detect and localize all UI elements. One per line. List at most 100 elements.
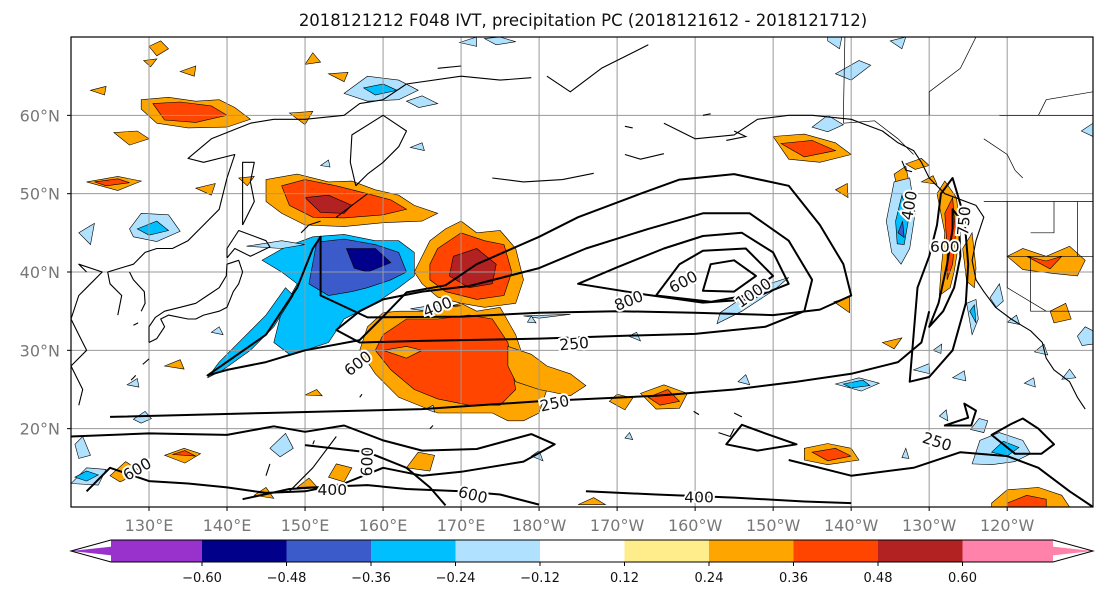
ivt-contour [990, 417, 1055, 455]
colorbar-tick-label: −0.36 [351, 571, 391, 586]
colorbar: −0.60 −0.48 −0.36 −0.24 −0.12 0.12 0.24 0.36 0.4… [69, 539, 1095, 586]
precip-region [126, 378, 140, 388]
island-coastline [133, 322, 139, 326]
contour-label: 250 [920, 429, 954, 455]
map-title: 2018121212 F048 IVT, precipitation PC (2… [299, 11, 867, 30]
political-border [1006, 256, 1047, 312]
precip-region [405, 95, 439, 108]
island-coastline [359, 393, 363, 398]
island-coastline [312, 440, 315, 445]
precip-region [288, 111, 314, 126]
lon-tick-label: 130°W [902, 516, 957, 535]
precip-region [210, 326, 224, 336]
ivt-contour [788, 451, 1093, 507]
precip-region [163, 447, 202, 464]
island-coastline [300, 220, 321, 234]
colorbar-swatch [540, 540, 625, 562]
ivt-contour [943, 402, 977, 427]
political-border [983, 138, 1024, 179]
island-coastline [265, 463, 271, 476]
lat-tick-label: 30°N [20, 341, 60, 360]
coastline [71, 263, 103, 406]
ivt-contour [242, 484, 540, 506]
contour-label: 250 [559, 334, 590, 355]
ivt-contour [206, 173, 853, 377]
precip-region [951, 370, 967, 382]
colorbar-swatch [709, 540, 794, 562]
precip-region [889, 37, 907, 50]
precip-region [483, 37, 516, 46]
island-coastline [624, 125, 633, 129]
island-coastline [437, 65, 462, 69]
island-coastline [429, 425, 434, 430]
precip-region [932, 343, 943, 354]
colorbar-swatch [371, 540, 456, 562]
precip-region [1080, 122, 1093, 137]
ivt-contour [701, 259, 757, 293]
contour-label: 400 [318, 481, 348, 499]
precip-region [328, 463, 353, 483]
coastlines [71, 44, 1086, 492]
precip-region [834, 183, 849, 199]
precip-region [989, 283, 1004, 308]
precip-region [74, 470, 100, 482]
coastline [663, 114, 1086, 410]
precip-region [304, 194, 353, 214]
lon-tick-label: 170°E [437, 516, 486, 535]
colorbar-tick-label: 0.24 [695, 571, 724, 586]
political-border [1030, 201, 1055, 234]
ivt-contour [304, 444, 447, 507]
lon-tick-label: 150°W [746, 516, 801, 535]
precip-region [624, 432, 634, 441]
lon-tick-label: 140°E [203, 516, 252, 535]
lat-tick-label: 40°N [20, 263, 60, 282]
precip-region [142, 58, 158, 68]
precip-region [304, 389, 323, 397]
precip-region [296, 477, 318, 488]
contour-label: 400 [684, 489, 714, 507]
colorbar-swatch [878, 540, 963, 562]
island-coastline [718, 428, 735, 438]
island-coastline [335, 193, 368, 218]
colorbar-swatch [202, 540, 287, 562]
lon-tick-label: 160°W [668, 516, 723, 535]
precip-region [78, 222, 95, 246]
precip-region [628, 331, 642, 342]
precip-region [1061, 368, 1077, 380]
ivt-contours [71, 173, 1093, 507]
lon-tick-label: 160°E [359, 516, 408, 535]
lon-tick-label: 140°W [824, 516, 879, 535]
precip-region [897, 220, 905, 239]
precip-region [327, 71, 349, 83]
island-coastline [142, 358, 150, 365]
grid-lines [71, 37, 1093, 507]
island-coastline [693, 410, 700, 416]
precip-region [319, 159, 331, 168]
lon-tick-label: 150°E [281, 516, 330, 535]
political-border [1030, 256, 1093, 312]
coastline [226, 229, 271, 259]
island-coastline [130, 375, 137, 381]
colorbar-outline [69, 539, 1095, 563]
precip-region [647, 389, 681, 406]
precip-region [345, 248, 392, 273]
colorbar-tick-label: 0.12 [610, 571, 639, 586]
ivt-contour [109, 310, 931, 418]
precip-region [304, 52, 322, 65]
precip-region [530, 450, 544, 462]
precip-region [1077, 326, 1093, 346]
precip-region [163, 359, 185, 370]
precip-region [405, 451, 435, 472]
ivt-contour [725, 423, 798, 452]
island-coastline [624, 153, 665, 160]
colorbar-tick-label: 0.36 [779, 571, 808, 586]
political-border [928, 37, 977, 116]
contour-label: 600 [930, 238, 960, 256]
island-coastline [492, 172, 594, 183]
colorbar-tick-label: −0.48 [267, 571, 307, 586]
colorbar-swatch [962, 540, 1053, 562]
precip-region [179, 65, 197, 77]
